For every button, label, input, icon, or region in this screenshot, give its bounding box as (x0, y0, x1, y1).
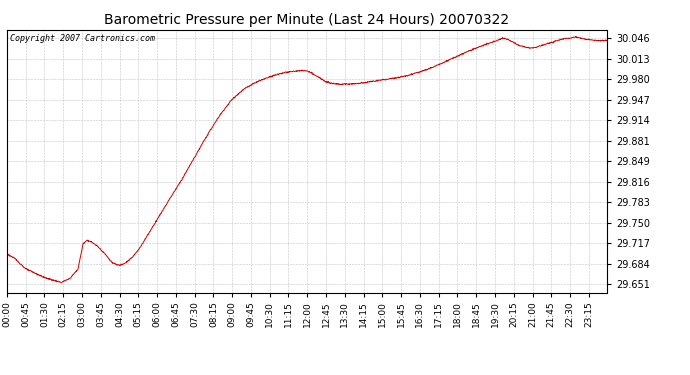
Text: Copyright 2007 Cartronics.com: Copyright 2007 Cartronics.com (10, 34, 155, 43)
Title: Barometric Pressure per Minute (Last 24 Hours) 20070322: Barometric Pressure per Minute (Last 24 … (104, 13, 510, 27)
